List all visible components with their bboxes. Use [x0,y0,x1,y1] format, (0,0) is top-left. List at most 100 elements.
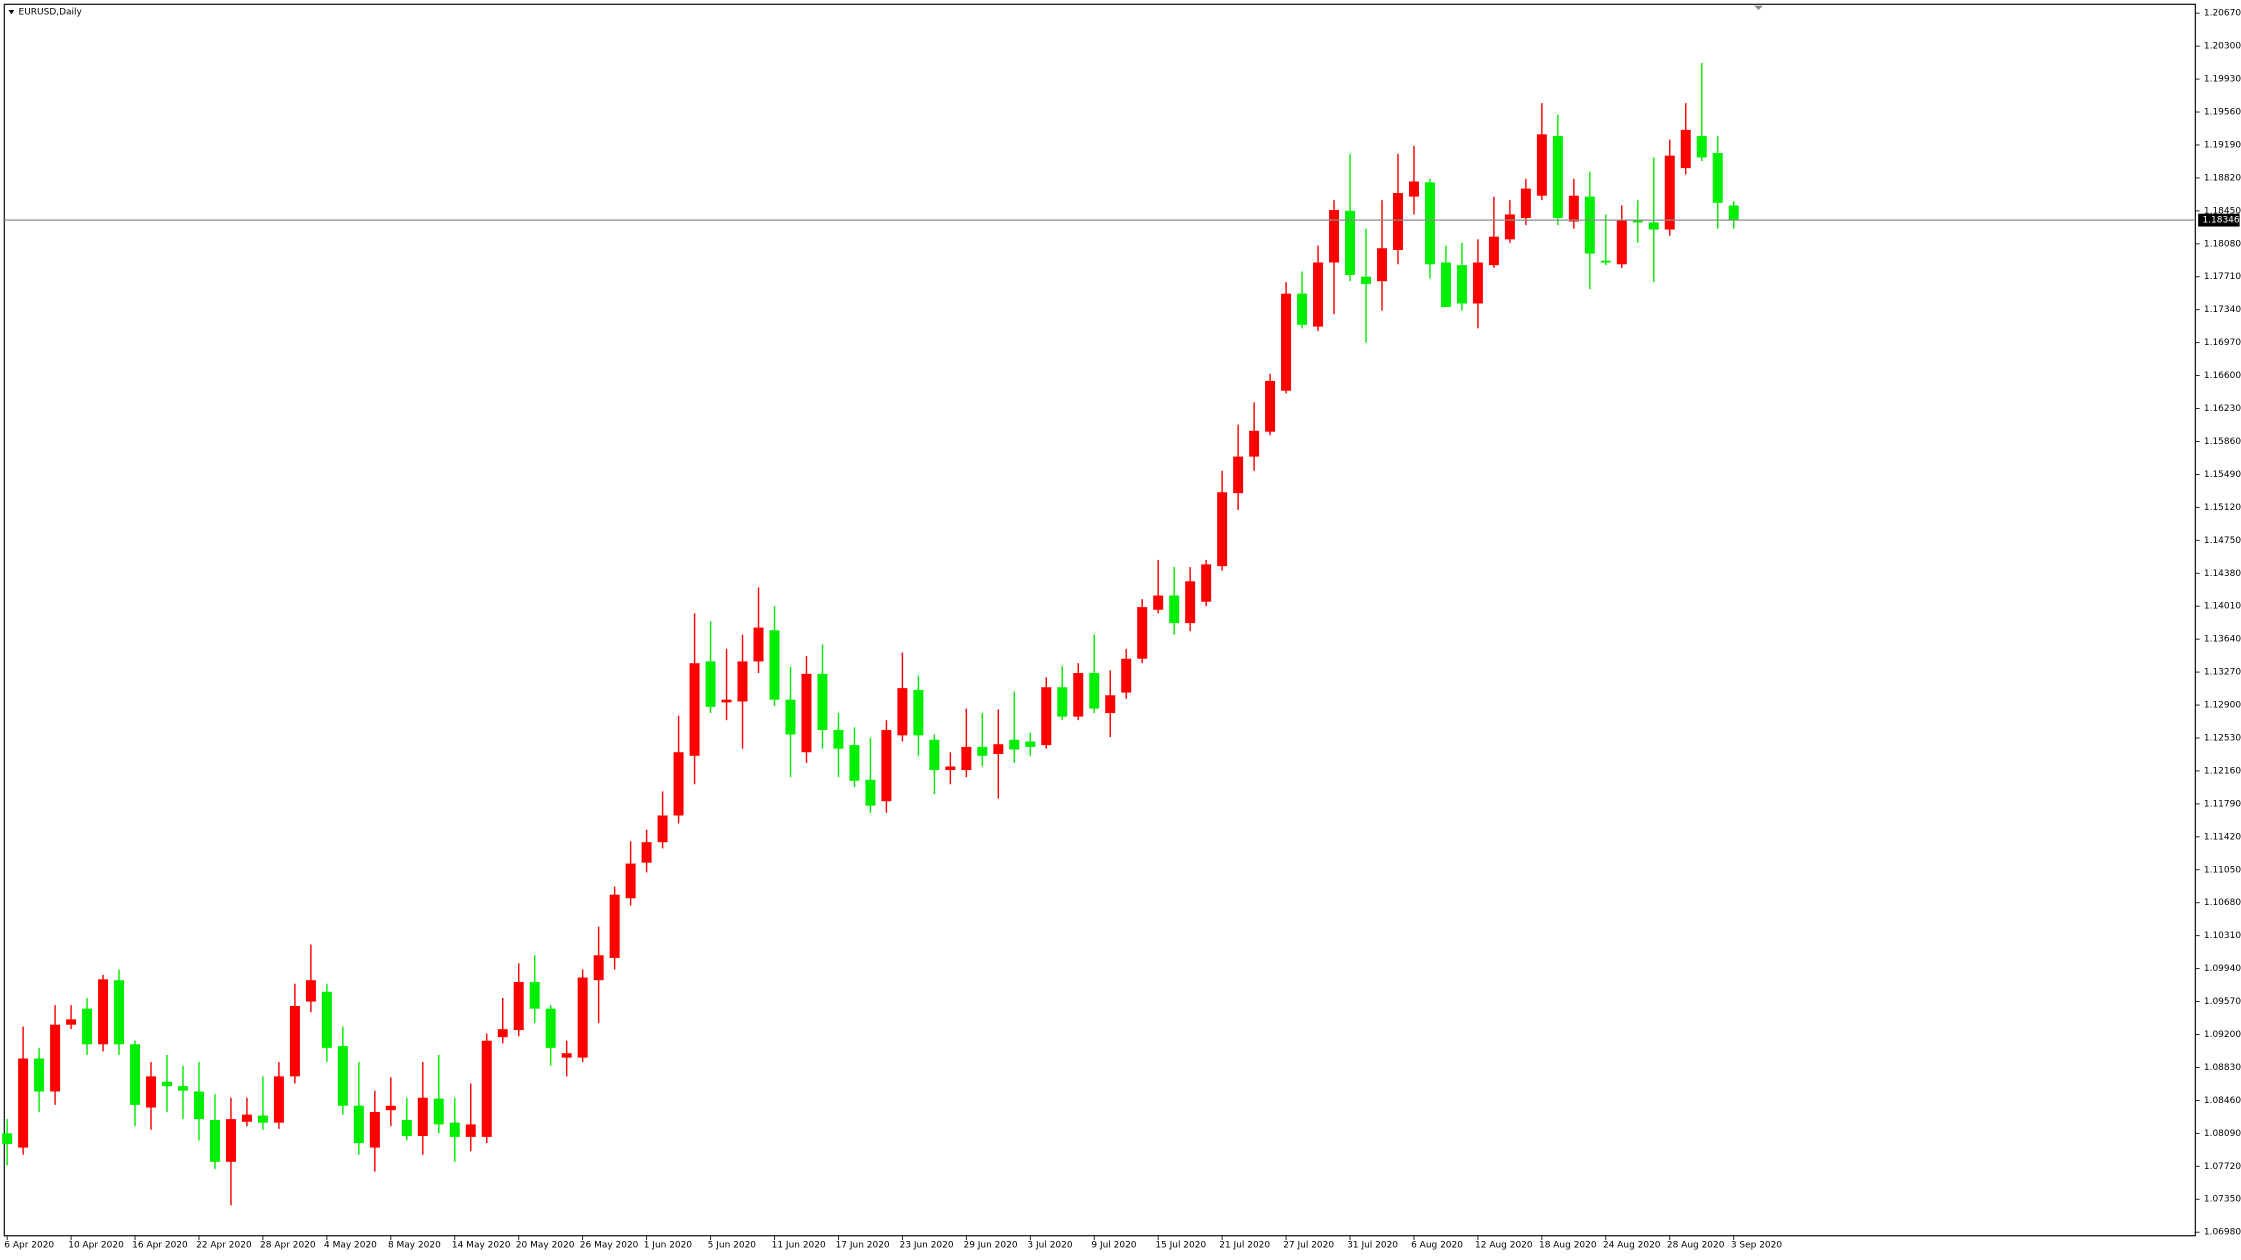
y-tick-label: 1.16600 [2204,371,2241,381]
y-tick-label: 1.15120 [2204,503,2241,513]
y-tick-label: 1.20300 [2204,42,2241,52]
candle-body [1616,219,1627,265]
x-tick-label: 11 Jun 2020 [772,1241,826,1251]
candle-body [130,1044,141,1105]
x-tick-label: 1 Jun 2020 [644,1241,693,1251]
candle-body [1265,380,1276,432]
candle-body [1281,293,1292,391]
x-tick-label: 20 May 2020 [516,1241,575,1251]
x-tick-label: 15 Jul 2020 [1155,1241,1206,1251]
x-tick-label: 8 May 2020 [388,1241,441,1251]
x-tick-label: 26 May 2020 [580,1241,639,1251]
candle-body [417,1097,428,1137]
y-tick-label: 1.16970 [2204,338,2241,348]
candle-body [1632,219,1643,223]
candle-body [1440,262,1451,308]
candle-body [257,1115,268,1123]
x-tick-label: 9 Jul 2020 [1091,1241,1136,1251]
candle-body [961,746,972,771]
candle-body [529,981,540,1009]
candle-body [1137,607,1148,659]
candle-body [98,979,109,1045]
candle-body [1408,181,1419,197]
candle-body [114,980,125,1045]
x-tick-label: 3 Jul 2020 [1027,1241,1072,1251]
candle-body [449,1122,460,1137]
chart-title: EURUSD,Daily [19,8,83,18]
candle-body [577,977,588,1058]
y-tick-label: 1.12900 [2204,701,2241,711]
candle-body [497,1029,508,1038]
candle-body [162,1081,173,1087]
candle-body [1680,129,1691,169]
candle-body [721,699,732,703]
x-tick-label: 5 Jun 2020 [708,1241,757,1251]
candle-body [82,1008,93,1045]
candle-body [609,894,620,958]
candle-body [1121,658,1132,693]
candle-body [385,1105,396,1111]
y-tick-label: 1.18080 [2204,239,2241,249]
candle-body [1472,262,1483,304]
y-tick-label: 1.17340 [2204,305,2241,315]
y-tick-label: 1.18450 [2204,206,2241,216]
y-tick-label: 1.14010 [2204,602,2241,612]
candle-body [1664,155,1675,230]
x-tick-label: 6 Aug 2020 [1411,1241,1463,1251]
y-tick-label: 1.08460 [2204,1096,2241,1106]
candle-body [401,1119,412,1137]
candle-body [18,1058,29,1148]
candle-body [673,752,684,816]
x-tick-label: 17 Jun 2020 [836,1241,890,1251]
candle-body [1600,260,1611,263]
candle-body [1728,205,1739,221]
x-tick-label: 28 Apr 2020 [260,1241,316,1251]
candle-body [1648,222,1659,230]
candle-body [929,739,940,771]
candle-body [849,745,860,781]
last-price-box [2198,213,2240,227]
candle-body [1153,595,1164,610]
y-tick-label: 1.16230 [2204,404,2241,414]
candle-body [513,981,524,1031]
candle-body [177,1086,188,1091]
candle-body [241,1114,252,1122]
candle-body [193,1091,204,1120]
candle-body [337,1046,348,1106]
y-tick-label: 1.19560 [2204,108,2241,118]
candle-body [465,1124,476,1137]
x-tick-label: 14 May 2020 [452,1241,511,1251]
candle-body [1185,581,1196,624]
x-tick-label: 23 Jun 2020 [900,1241,954,1251]
y-tick-label: 1.19930 [2204,75,2241,85]
candle-body [705,661,716,707]
candle-body [369,1111,380,1148]
candle-body [66,1019,77,1025]
candle-body [1377,248,1387,282]
y-tick-label: 1.14380 [2204,569,2241,579]
candle-body [225,1119,236,1162]
candle-body [593,955,604,981]
candle-body [1169,595,1180,624]
x-tick-label: 10 Apr 2020 [68,1241,124,1251]
y-tick-label: 1.07720 [2204,1162,2241,1172]
candle-body [433,1098,444,1125]
shift-marker [1754,5,1763,10]
y-tick-label: 1.18820 [2204,173,2241,183]
x-tick-label: 29 Jun 2020 [963,1241,1017,1251]
y-tick-label: 1.10680 [2204,898,2241,908]
candle-body [897,688,908,736]
candle-body [1313,262,1324,327]
y-tick-label: 1.13640 [2204,635,2241,645]
y-tick-label: 1.20670 [2204,9,2241,19]
x-tick-label: 27 Jul 2020 [1283,1241,1334,1251]
candle-body [50,1024,61,1092]
x-tick-label: 16 Apr 2020 [132,1241,188,1251]
candle-body [1552,136,1563,218]
candle-body [993,744,1004,755]
candle-body [1456,265,1467,304]
candle-body [801,673,812,753]
y-tick-label: 1.09570 [2204,997,2241,1007]
menu-arrow[interactable] [8,9,15,15]
candle-body [273,1076,284,1123]
